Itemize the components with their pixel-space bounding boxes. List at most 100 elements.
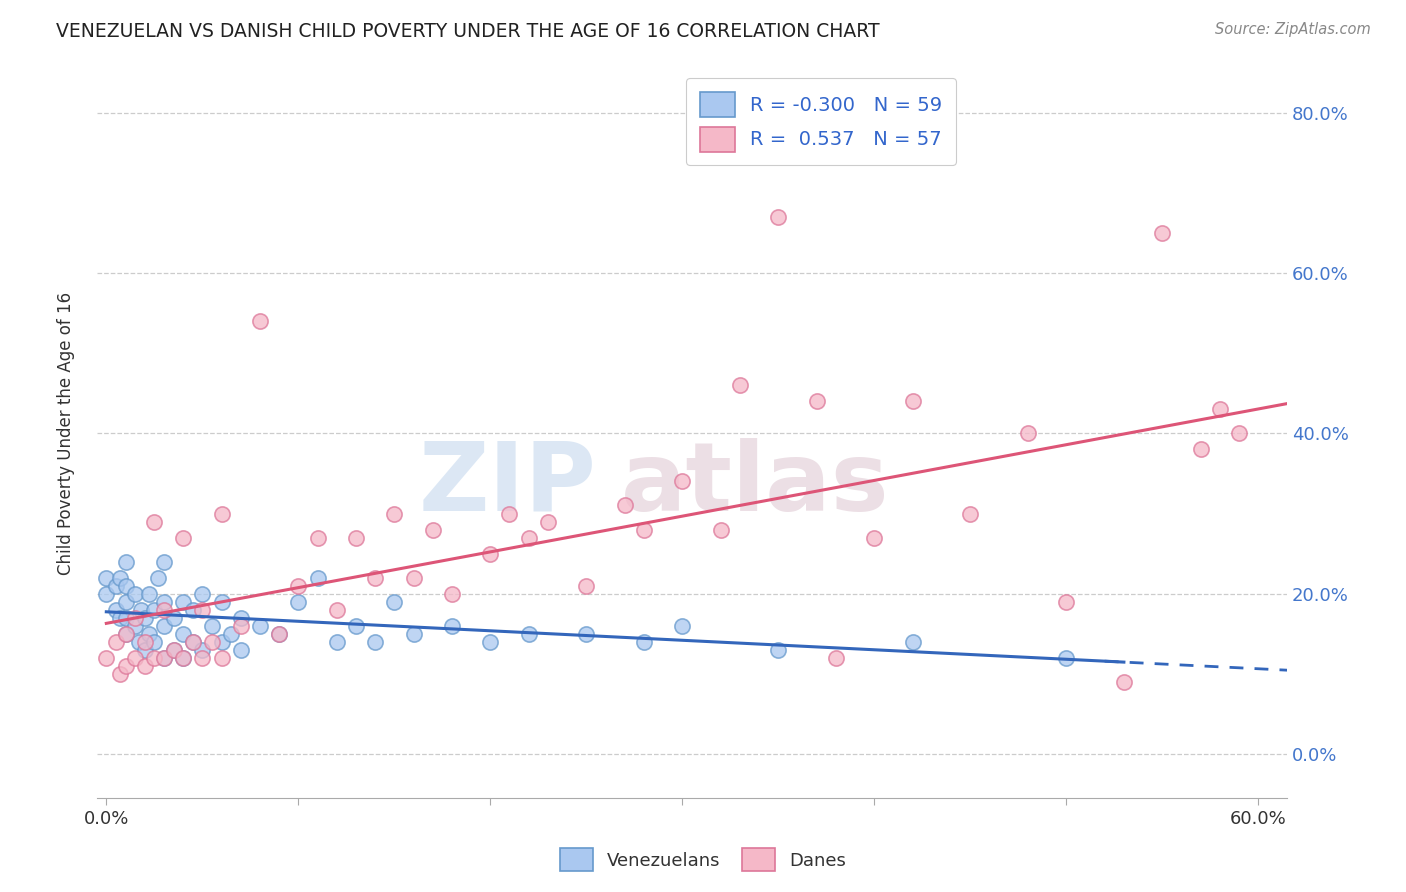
Point (211, 595, 233, 609)
Point (153, 650, 176, 665)
Point (181, 634, 204, 648)
Point (129, 603, 152, 617)
Point (96, 587, 118, 601)
Point (153, 595, 176, 609)
Point (114, 555, 136, 569)
Point (249, 619, 271, 633)
Point (364, 634, 387, 648)
Point (1227, 426, 1250, 441)
Point (325, 603, 347, 617)
Point (162, 611, 184, 625)
Text: Source: ZipAtlas.com: Source: ZipAtlas.com (1215, 22, 1371, 37)
Point (498, 507, 520, 521)
Point (710, 523, 733, 537)
Point (863, 531, 886, 545)
Point (201, 619, 224, 633)
Point (269, 627, 291, 641)
Point (1054, 650, 1077, 665)
Point (269, 627, 291, 641)
Point (128, 634, 150, 648)
Point (104, 634, 127, 648)
Point (901, 634, 924, 648)
Point (287, 595, 309, 609)
Point (633, 634, 655, 648)
Text: VENEZUELAN VS DANISH CHILD POVERTY UNDER THE AGE OF 16 CORRELATION CHART: VENEZUELAN VS DANISH CHILD POVERTY UNDER… (56, 22, 880, 41)
Point (364, 571, 387, 585)
Point (211, 634, 233, 648)
Point (1017, 426, 1039, 441)
Point (537, 515, 560, 529)
Point (143, 515, 166, 529)
Point (191, 603, 214, 617)
Point (901, 394, 924, 409)
Point (124, 587, 146, 601)
Point (153, 619, 176, 633)
Point (806, 394, 828, 409)
Point (211, 507, 233, 521)
Text: ZIP: ZIP (419, 438, 596, 531)
Point (143, 603, 166, 617)
Point (517, 531, 540, 545)
Point (96, 571, 118, 585)
Point (114, 595, 136, 609)
Point (479, 547, 502, 561)
Point (162, 642, 184, 657)
Point (575, 579, 598, 593)
Point (1054, 595, 1077, 609)
Point (108, 611, 131, 625)
Point (191, 642, 214, 657)
Point (287, 579, 309, 593)
Point (191, 587, 214, 601)
Point (479, 634, 502, 648)
Point (162, 642, 184, 657)
Point (104, 579, 127, 593)
Point (134, 634, 156, 648)
Point (181, 603, 204, 617)
Point (114, 627, 136, 641)
Point (229, 619, 252, 633)
Point (440, 587, 463, 601)
Point (633, 523, 655, 537)
Point (153, 555, 176, 569)
Point (307, 571, 329, 585)
Point (382, 507, 405, 521)
Point (191, 650, 214, 665)
Point (114, 579, 136, 593)
Point (172, 531, 194, 545)
Point (382, 595, 405, 609)
Point (172, 650, 194, 665)
Point (402, 571, 425, 585)
Point (211, 650, 233, 665)
Point (146, 571, 169, 585)
Point (422, 523, 444, 537)
Point (134, 642, 156, 657)
Point (143, 634, 166, 648)
Point (1209, 402, 1232, 417)
Point (172, 595, 194, 609)
Point (671, 619, 693, 633)
Point (138, 627, 160, 641)
Y-axis label: Child Poverty Under the Age of 16: Child Poverty Under the Age of 16 (58, 292, 75, 574)
Point (768, 210, 790, 224)
Point (325, 634, 347, 648)
Point (172, 650, 194, 665)
Point (134, 611, 156, 625)
Point (138, 587, 160, 601)
Point (344, 619, 367, 633)
Point (124, 650, 146, 665)
Point (344, 531, 367, 545)
Point (959, 507, 981, 521)
Point (114, 658, 136, 673)
Point (201, 634, 224, 648)
Point (181, 634, 204, 648)
Point (104, 603, 127, 617)
Point (96, 650, 118, 665)
Point (229, 642, 252, 657)
Point (229, 611, 252, 625)
Point (124, 611, 146, 625)
Point (307, 531, 329, 545)
Point (1152, 226, 1174, 240)
Point (728, 378, 751, 392)
Point (249, 314, 271, 328)
Point (153, 650, 176, 665)
